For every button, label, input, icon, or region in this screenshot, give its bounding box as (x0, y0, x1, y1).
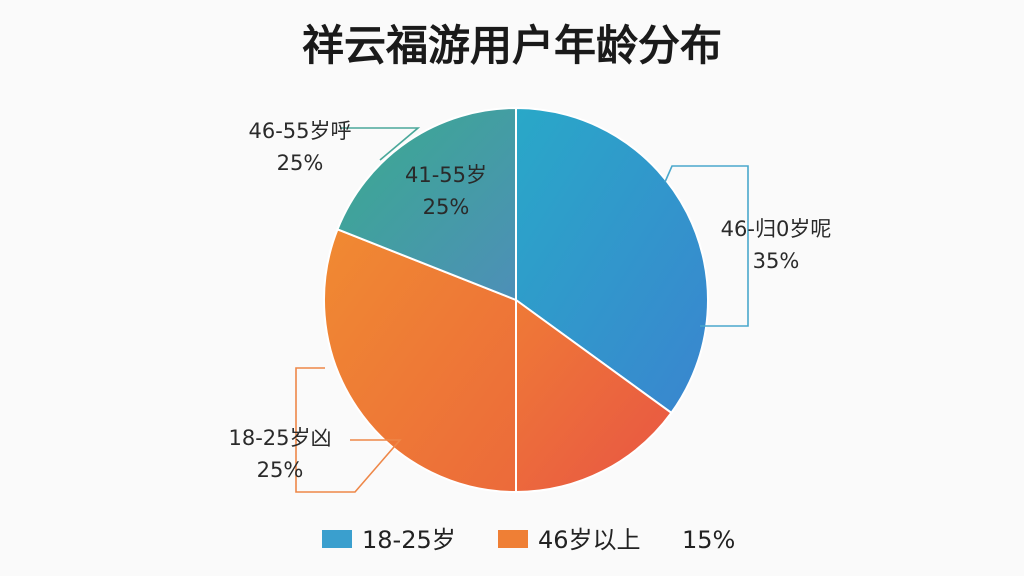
slice-2-outer-value: 25% (257, 458, 304, 482)
legend-swatch-0 (322, 530, 352, 548)
slice-0-outer-label: 46-归0岁呢 (721, 217, 832, 241)
chart-title: 祥云福游用户年龄分布 (302, 21, 722, 70)
leader-line-2 (295, 367, 402, 493)
leader-line-3 (340, 127, 421, 161)
pie-slices (323, 106, 709, 494)
slice-labels: 46-归0岁呢 35% 18-25岁凶 25% 46-55岁呼 25% 41-55岁 25% (228, 119, 831, 482)
pie-slice-0 (515, 106, 709, 415)
leader-line-0 (664, 165, 749, 327)
legend: 18-25岁 46岁以上 15% (322, 526, 735, 554)
slice-3-inner-value: 25% (423, 195, 470, 219)
legend-label-1: 46岁以上 (538, 526, 641, 554)
slice-3-outer-value: 25% (277, 151, 324, 175)
legend-label-0: 18-25岁 (362, 526, 456, 554)
legend-swatch-1 (498, 530, 528, 548)
slice-0-outer-value: 35% (753, 249, 800, 273)
pie-slice-1 (515, 298, 673, 494)
slice-2-outer-label: 18-25岁凶 (228, 426, 331, 450)
slice-3-inner-label: 41-55岁 (405, 163, 487, 187)
pie-slice-2 (323, 228, 517, 494)
slice-3-outer-label: 46-55岁呼 (248, 119, 351, 143)
legend-value-1: 15% (682, 526, 735, 554)
leader-lines (295, 127, 749, 493)
pie-slice-3 (336, 106, 517, 302)
